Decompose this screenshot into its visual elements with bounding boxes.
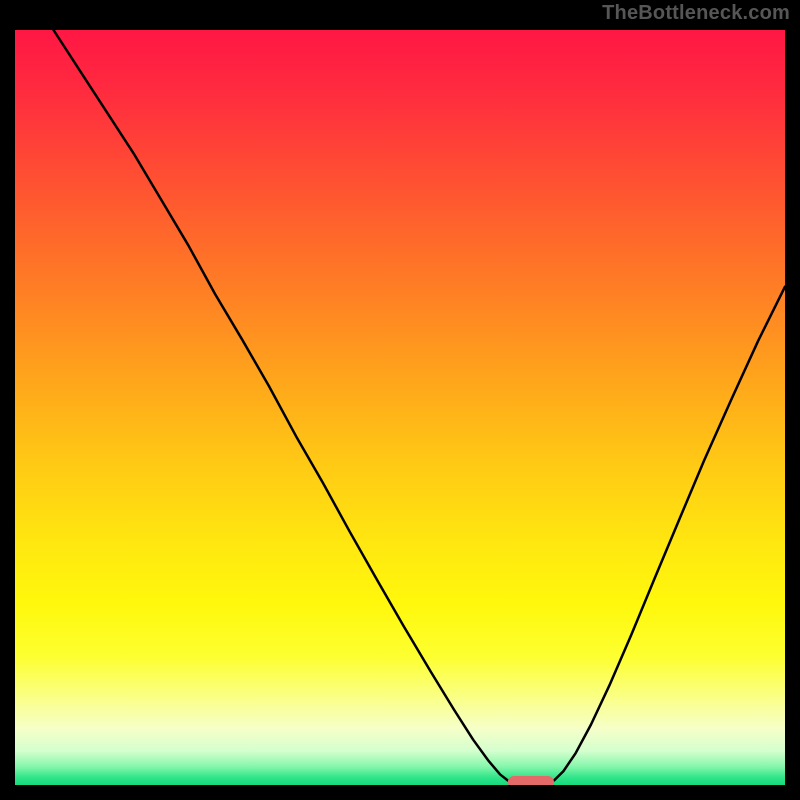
bottleneck-chart — [15, 30, 785, 785]
gradient-background — [15, 30, 785, 785]
selection-marker — [508, 776, 554, 785]
chart-frame: TheBottleneck.com — [0, 0, 800, 800]
watermark-text: TheBottleneck.com — [602, 2, 790, 25]
